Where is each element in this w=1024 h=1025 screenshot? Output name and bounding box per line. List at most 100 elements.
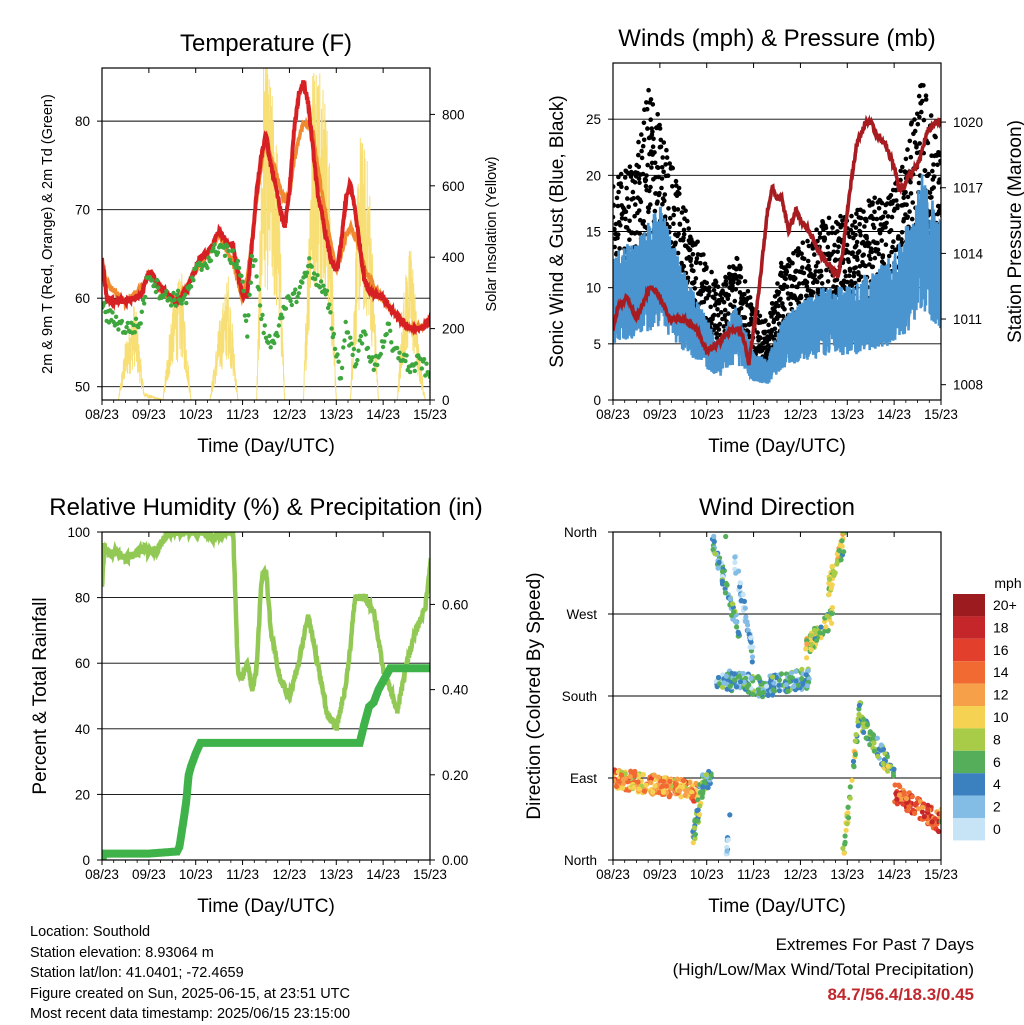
gust-point (673, 178, 679, 184)
direction-point (948, 808, 953, 813)
gust-point (630, 189, 636, 195)
dewpoint-point (132, 330, 137, 335)
gust-point (664, 147, 669, 153)
direction-point (939, 811, 941, 817)
gust-point (715, 312, 721, 318)
y2-tick-label: 1020 (953, 115, 983, 130)
direction-point (689, 789, 695, 795)
direction-point (735, 674, 741, 680)
gust-point (780, 301, 785, 306)
dewpoint-point (450, 377, 454, 381)
gust-point (900, 164, 905, 170)
gust-point (933, 134, 938, 140)
direction-point (643, 782, 649, 788)
direction-point (740, 591, 746, 598)
gust-point (831, 249, 836, 255)
direction-point (625, 779, 631, 785)
y-tick-label: 25 (586, 112, 601, 127)
y2-tick-label: 1008 (953, 378, 983, 393)
gust-point (801, 256, 807, 262)
gust-point (960, 211, 965, 216)
dewpoint-point (226, 248, 231, 253)
dewpoint-point (311, 271, 317, 276)
gust-point (948, 267, 953, 272)
gust-point (784, 284, 790, 290)
y2-tick-label: 1014 (953, 246, 984, 261)
direction-point (627, 774, 633, 780)
direction-point (681, 777, 687, 784)
gust-point (921, 83, 926, 88)
direction-point (785, 688, 791, 694)
dewpoint-point (349, 341, 354, 346)
gust-point (971, 205, 976, 210)
direction-point (723, 673, 729, 679)
dewpoint-point (436, 368, 440, 372)
direction-point (867, 742, 873, 748)
dewpoint-point (124, 324, 129, 330)
gust-point (960, 288, 965, 293)
gust-point (944, 196, 949, 201)
dewpoint-point (193, 265, 198, 271)
gust-point (855, 257, 860, 263)
gust-point (849, 279, 854, 284)
direction-point (666, 794, 672, 800)
gust-point (971, 273, 976, 278)
gust-point (965, 279, 970, 284)
station-elevation: Station elevation: 8.93064 m (30, 944, 214, 961)
dewpoint-point (116, 327, 121, 332)
x-tick-label: 12/23 (273, 407, 307, 422)
dewpoint-point (382, 339, 387, 344)
direction-point (663, 783, 670, 789)
direction-point (945, 806, 950, 811)
plot-area (102, 68, 454, 400)
gust-point (806, 243, 812, 249)
gust-point (702, 261, 708, 267)
gust-point (709, 269, 714, 275)
direction-point (750, 691, 756, 698)
direction-point (787, 674, 793, 681)
gust-point (613, 203, 616, 208)
gust-point (815, 279, 820, 285)
gust-point (883, 242, 889, 247)
gust-point (707, 285, 712, 290)
gust-point (804, 284, 810, 289)
gust-point (670, 184, 675, 189)
gust-point (613, 184, 616, 189)
figure-created: Figure created on Sun, 2025-06-15, at 23… (30, 985, 350, 1002)
gust-point (798, 295, 804, 300)
gust-point (732, 298, 738, 304)
direction-point (640, 771, 647, 778)
direction-point (944, 795, 949, 800)
direction-point (823, 624, 829, 630)
legend-swatch (953, 638, 985, 662)
dewpoint-point (288, 298, 293, 304)
direction-point (946, 812, 951, 817)
gust-point (964, 226, 969, 231)
gust-point (730, 283, 735, 289)
direction-point (636, 786, 642, 792)
direction-point (727, 596, 733, 602)
direction-point (749, 654, 756, 660)
gust-point (943, 175, 948, 180)
gust-point (975, 225, 980, 230)
gust-point (715, 307, 720, 312)
direction-point (853, 732, 859, 738)
gust-point (953, 230, 958, 235)
gust-point (899, 230, 905, 235)
gust-point (917, 114, 922, 120)
gust-point (978, 204, 983, 209)
gust-point (895, 203, 900, 208)
gust-point (985, 297, 990, 302)
dewpoint-point (171, 290, 176, 296)
dewpoint-point (125, 320, 130, 326)
gust-point (886, 253, 892, 259)
gust-point (677, 191, 682, 196)
dewpoint-point (266, 340, 271, 345)
direction-point (696, 811, 703, 818)
gust-point (849, 213, 854, 219)
gust-point (689, 263, 694, 268)
gust-point (639, 148, 644, 154)
plot-area (613, 82, 990, 384)
direction-point (735, 629, 741, 635)
direction-point (861, 729, 867, 736)
